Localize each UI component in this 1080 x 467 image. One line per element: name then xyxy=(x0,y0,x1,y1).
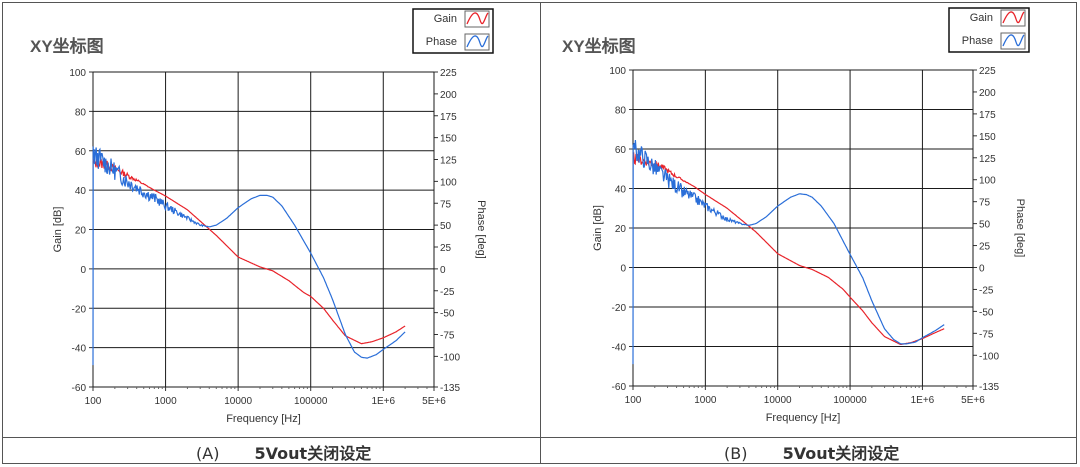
y2-tick-label: 175 xyxy=(979,110,996,121)
y-tick-label: 40 xyxy=(615,185,627,196)
y2-tick-label: 50 xyxy=(979,220,991,231)
y2-tick-label: -75 xyxy=(440,331,455,342)
y2-tick-label: -135 xyxy=(440,383,460,394)
y2-tick-label: 25 xyxy=(440,243,452,254)
caption-letter: (B) xyxy=(724,444,748,463)
y2-tick-label: -50 xyxy=(979,307,994,318)
y-tick-label: -40 xyxy=(612,343,627,354)
y2-tick-label: 0 xyxy=(440,265,446,276)
legend-line xyxy=(466,12,489,25)
y2-tick-label: -100 xyxy=(440,352,460,363)
x-tick-label: 1000 xyxy=(694,395,717,406)
y2-tick-label: 75 xyxy=(979,198,991,209)
y2-axis-label: Phase [deg] xyxy=(1014,199,1026,258)
legend-label: Gain xyxy=(970,12,993,24)
phase-series-line xyxy=(632,140,945,365)
caption-letter: (A) xyxy=(196,444,220,463)
legend-line xyxy=(1002,34,1025,47)
legend-line xyxy=(1002,11,1025,24)
y-tick-label: 40 xyxy=(75,186,87,197)
y2-tick-label: 100 xyxy=(440,177,457,188)
chart-title: XY坐标图 xyxy=(562,36,636,56)
y2-tick-label: 200 xyxy=(979,88,996,99)
y-tick-label: 100 xyxy=(609,66,626,77)
x-tick-label: 10000 xyxy=(224,396,252,407)
caption-a: (A) 5Vout关闭设定 xyxy=(196,440,371,464)
legend-line xyxy=(466,35,489,48)
y-tick-label: -60 xyxy=(72,383,87,394)
y-tick-label: 60 xyxy=(75,147,87,158)
y2-tick-label: 150 xyxy=(979,132,996,143)
y2-tick-label: 100 xyxy=(979,176,996,187)
x-tick-label: 1E+6 xyxy=(911,395,935,406)
y2-tick-label: 75 xyxy=(440,199,452,210)
y-tick-label: 60 xyxy=(615,145,627,156)
y2-tick-label: 50 xyxy=(440,221,452,232)
y-tick-label: -20 xyxy=(72,304,87,315)
y-tick-label: -40 xyxy=(72,344,87,355)
caption-text: 5Vout关闭设定 xyxy=(782,444,900,463)
y2-tick-label: 175 xyxy=(440,112,457,123)
y-tick-label: 0 xyxy=(80,265,86,276)
y2-tick-label: -100 xyxy=(979,351,999,362)
x-tick-label: 100000 xyxy=(833,395,867,406)
y2-tick-label: -75 xyxy=(979,329,994,340)
y-axis-label: Gain [dB] xyxy=(52,207,64,253)
chart-panel-b: XY坐标图 -60 -40 -20 0 20 40 60 80 100 -135 -100 -75 -50… xyxy=(562,7,1030,424)
y2-tick-label: -25 xyxy=(440,287,455,298)
y2-tick-label: -50 xyxy=(440,309,455,320)
x-tick-label: 100 xyxy=(85,396,102,407)
phase-series-line xyxy=(92,146,406,366)
y2-tick-label: 225 xyxy=(440,68,457,79)
y-tick-label: -20 xyxy=(612,303,627,314)
legend-label: Phase xyxy=(426,36,457,48)
y2-tick-label: 225 xyxy=(979,66,996,77)
x-tick-label: 1000 xyxy=(154,396,177,407)
y2-axis-label: Phase [deg] xyxy=(475,200,487,259)
caption-text: 5Vout关闭设定 xyxy=(254,444,372,463)
chart-title: XY坐标图 xyxy=(30,36,104,56)
caption-b: (B) 5Vout关闭设定 xyxy=(724,440,899,464)
legend-label: Gain xyxy=(434,13,457,25)
y2-tick-label: 200 xyxy=(440,90,457,101)
x-tick-label: 100 xyxy=(625,395,642,406)
y-tick-label: 80 xyxy=(75,107,87,118)
y-tick-label: 100 xyxy=(69,68,86,79)
y-tick-label: 20 xyxy=(75,226,87,237)
y-tick-label: 80 xyxy=(615,106,627,117)
y-axis-label: Gain [dB] xyxy=(592,205,604,251)
y2-tick-label: -25 xyxy=(979,285,994,296)
x-tick-label: 5E+6 xyxy=(961,395,985,406)
chart-panel-a: XY坐标图 -60 -40 -20 0 20 40 60 80 100 -135 -100 -75 -50… xyxy=(30,8,494,425)
y-tick-label: 20 xyxy=(615,224,627,235)
caption-divider xyxy=(2,437,1077,438)
x-axis-label: Frequency [Hz] xyxy=(226,413,301,425)
y2-tick-label: 0 xyxy=(979,264,985,275)
x-tick-label: 1E+6 xyxy=(371,396,395,407)
y2-tick-label: -135 xyxy=(979,382,999,393)
y2-tick-label: 125 xyxy=(979,154,996,165)
x-tick-label: 10000 xyxy=(764,395,792,406)
x-axis-label: Frequency [Hz] xyxy=(766,412,841,424)
y-tick-label: 0 xyxy=(620,264,626,275)
y2-tick-label: 25 xyxy=(979,242,991,253)
y2-tick-label: 150 xyxy=(440,134,457,145)
x-tick-label: 5E+6 xyxy=(422,396,446,407)
x-tick-label: 100000 xyxy=(294,396,328,407)
gain-series-line xyxy=(632,151,945,345)
y-tick-label: -60 xyxy=(612,382,627,393)
gain-series-line xyxy=(92,158,406,345)
legend-label: Phase xyxy=(962,35,993,47)
y2-tick-label: 125 xyxy=(440,156,457,167)
panel-divider xyxy=(540,2,541,464)
